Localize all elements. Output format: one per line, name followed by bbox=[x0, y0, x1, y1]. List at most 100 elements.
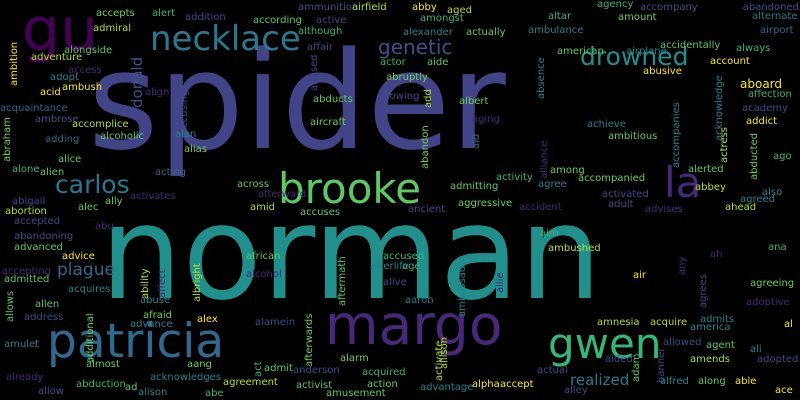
word-accepting: accepting bbox=[2, 266, 52, 277]
word-although: although bbox=[298, 26, 343, 37]
word-ace: ace bbox=[775, 385, 793, 396]
word-patricia: patricia bbox=[47, 314, 225, 369]
word-alfred: alfred bbox=[660, 376, 689, 387]
word-admitted: admitted bbox=[4, 274, 50, 285]
word-actress: actress bbox=[719, 126, 730, 163]
word-genetic: genetic bbox=[378, 35, 453, 59]
word-accompanies: accompanies bbox=[671, 101, 682, 168]
word-aid: aid bbox=[471, 133, 482, 149]
word-affair: affair bbox=[307, 42, 334, 53]
word-alan: alan bbox=[175, 129, 197, 140]
word-norman: norman bbox=[100, 177, 602, 329]
word-carlos: carlos bbox=[55, 170, 130, 199]
word-accepts: accepts bbox=[96, 8, 135, 19]
word-abusive: abusive bbox=[643, 66, 682, 77]
word-ana: ana bbox=[768, 242, 787, 253]
word-adult: adult bbox=[608, 199, 634, 210]
word-alpha: alpha bbox=[472, 379, 500, 390]
word-abraham: abraham bbox=[2, 116, 13, 162]
word-addict: addict bbox=[746, 116, 778, 127]
word-accidentally: accidentally bbox=[660, 40, 721, 51]
word-alexander: alexander bbox=[403, 27, 453, 38]
word-afterlife: afterlife bbox=[370, 261, 409, 272]
word-african: african bbox=[246, 251, 281, 262]
word-abduction: abduction bbox=[76, 379, 126, 390]
word-alongside: alongside bbox=[64, 45, 113, 56]
word-airfield: airfield bbox=[352, 2, 387, 13]
word-activates: activates bbox=[130, 191, 176, 202]
word-abu: abu bbox=[95, 221, 114, 232]
word-advance: advance bbox=[130, 319, 173, 330]
word-agreed: agreed bbox=[740, 194, 776, 205]
word-agreeing: agreeing bbox=[750, 278, 795, 289]
word-alamein: alamein bbox=[255, 317, 296, 328]
word-aide: aide bbox=[427, 57, 449, 68]
word-acknowledges: acknowledges bbox=[150, 372, 222, 383]
word-abuse: abuse bbox=[140, 295, 171, 306]
word-adventure: adventure bbox=[31, 52, 83, 63]
word-airport: airport bbox=[760, 25, 794, 36]
word-amusement: amusement bbox=[326, 388, 386, 399]
word-aang: aang bbox=[187, 359, 212, 370]
word-ambulance: ambulance bbox=[528, 25, 584, 36]
word-adopted: adopted bbox=[757, 354, 799, 365]
word-aggressive: aggressive bbox=[458, 198, 513, 209]
word-abby: abby bbox=[412, 2, 437, 13]
word-already: already bbox=[6, 372, 44, 383]
word-ambrose: ambrose bbox=[35, 114, 79, 125]
word-ali: ali bbox=[750, 344, 762, 355]
word-aaron: aaron bbox=[405, 295, 434, 306]
word-allen: allen bbox=[35, 299, 60, 310]
word-additional: additional bbox=[85, 313, 96, 363]
word-ahead: ahead bbox=[725, 202, 757, 213]
word-alternate: alternate bbox=[752, 11, 798, 22]
word-advises: advises bbox=[645, 204, 683, 215]
word-allows: allows bbox=[5, 290, 16, 322]
word-gwen: gwen bbox=[548, 319, 662, 368]
word-accompany: accompany bbox=[640, 2, 698, 13]
word-adam: adam bbox=[631, 353, 642, 382]
word-ancient: ancient bbox=[408, 204, 446, 215]
word-al: al bbox=[784, 319, 793, 330]
word-adoptive: adoptive bbox=[746, 297, 790, 308]
word-aged: aged bbox=[447, 5, 472, 16]
word-alias: alias bbox=[184, 144, 208, 155]
word-la: la bbox=[664, 158, 702, 207]
word-active: active bbox=[316, 15, 347, 26]
word-alerted: alerted bbox=[688, 164, 724, 175]
word-accompanied: accompanied bbox=[578, 173, 646, 184]
word-ally: ally bbox=[105, 196, 123, 207]
word-ad: ad bbox=[125, 382, 138, 393]
word-airplane: airplane bbox=[626, 46, 667, 57]
word-allie: allie bbox=[495, 271, 506, 293]
word-ambassador: ambassador bbox=[457, 255, 468, 317]
word-amongst: amongst bbox=[420, 13, 464, 24]
word-abigail: abigail bbox=[12, 196, 46, 207]
word-along: along bbox=[698, 376, 726, 387]
word-aging: aging bbox=[472, 114, 500, 125]
word-acid: acid bbox=[40, 87, 61, 98]
word-alliance: alliance bbox=[539, 140, 550, 179]
word-age: age bbox=[402, 261, 421, 272]
word-add: add bbox=[423, 88, 434, 108]
word-ability: ability bbox=[140, 267, 151, 299]
word-alec: alec bbox=[78, 202, 99, 213]
word-abortion: abortion bbox=[5, 206, 47, 217]
word-adding: adding bbox=[45, 134, 80, 145]
word-also: also bbox=[762, 187, 783, 198]
word-always: always bbox=[736, 43, 771, 54]
word-alive: alive bbox=[383, 277, 407, 288]
word-achieve: achieve bbox=[587, 119, 626, 130]
word-ammunition: ammunition bbox=[298, 2, 359, 13]
word-among: among bbox=[550, 165, 585, 176]
word-abandoned: abandoned bbox=[742, 2, 799, 13]
word-amid: amid bbox=[250, 202, 275, 213]
word-brooke: brooke bbox=[278, 164, 422, 213]
word-necklace: necklace bbox=[150, 19, 301, 59]
word-acquires: acquires bbox=[68, 284, 111, 295]
word-abducts: abducts bbox=[313, 94, 353, 105]
word-drowned: drowned bbox=[580, 42, 689, 71]
word-address: address bbox=[24, 312, 64, 323]
word-alone: alone bbox=[12, 164, 40, 175]
word-advantage: advantage bbox=[420, 382, 474, 393]
